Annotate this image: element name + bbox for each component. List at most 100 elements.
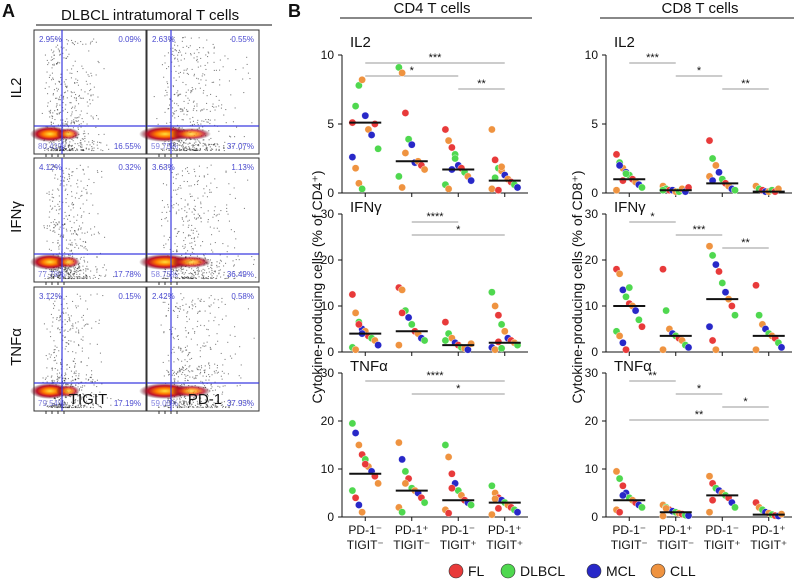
data-point-mcl xyxy=(404,313,413,322)
data-point-fl xyxy=(448,484,456,493)
data-point-dlbcl xyxy=(467,501,475,509)
data-point-fl xyxy=(351,493,360,502)
data-point-mcl xyxy=(615,161,624,170)
significance-label: * xyxy=(650,211,655,223)
flow-density-core xyxy=(56,128,80,140)
data-point-fl xyxy=(705,136,714,145)
data-point-fl xyxy=(361,460,370,469)
data-point-mcl xyxy=(513,183,522,192)
data-point-cll xyxy=(500,327,509,336)
data-point-cll xyxy=(401,479,410,488)
data-point-cll xyxy=(398,286,406,294)
data-point-cll xyxy=(705,242,714,250)
data-point-cll xyxy=(662,504,670,513)
legend-swatch-mcl xyxy=(586,563,602,579)
data-point-cll xyxy=(351,345,360,354)
significance-label: *** xyxy=(693,224,707,236)
quadrant-lr-value: 37.93% xyxy=(227,399,254,408)
x-axis-categories: PD-1⁻TIGIT⁻PD-1⁺TIGIT⁻PD-1⁻TIGIT⁺PD-1⁺TI… xyxy=(347,523,788,552)
x-category-line2: TIGIT⁻ xyxy=(611,538,648,552)
quadrant-lr-value: 16.55% xyxy=(114,142,141,151)
data-point-dlbcl xyxy=(622,292,630,301)
data-point-dlbcl xyxy=(420,336,429,345)
data-point-fl xyxy=(494,186,503,194)
quadrant-ul-value: 2.42% xyxy=(152,292,175,301)
y-tick-label: 0 xyxy=(591,345,598,359)
data-point-fl xyxy=(659,265,667,274)
significance-label: * xyxy=(456,224,461,236)
data-point-cll xyxy=(659,345,667,354)
y-tick-label: 0 xyxy=(327,510,334,524)
flow-plot-0-1: 2.63% 0.55% 59.75% 37.07% xyxy=(139,29,260,157)
flow-plot-grid: 2.95% 0.09% 80.41% 16.55% 2.63% 0.55% 59.75% 37… xyxy=(30,29,260,414)
flow-plot-2-0: 3.12% 0.15% 79.54% 17.19% xyxy=(30,286,147,414)
row-label-ifng: IFNγ xyxy=(8,201,25,233)
panel-b: B CD4 T cells CD8 T cells Cytokine-produ… xyxy=(288,0,794,552)
plot-title: IL2 xyxy=(614,34,635,51)
data-point-cll xyxy=(705,508,714,517)
data-point-fl xyxy=(708,336,717,345)
data-point-mcl xyxy=(467,176,475,185)
x-category-line2: TIGIT⁻ xyxy=(393,538,430,552)
data-point-cll xyxy=(612,467,621,476)
data-point-fl xyxy=(401,109,410,117)
y-axis-label-cd4: Cytokine-producing cells (% of CD4⁺) xyxy=(309,170,325,403)
legend-label-cll: CLL xyxy=(670,563,696,579)
legend-swatch-cll xyxy=(650,563,666,579)
data-point-cll xyxy=(491,345,499,354)
plot-title: IFNγ xyxy=(350,199,382,216)
y-tick-label: 5 xyxy=(591,117,598,131)
significance-label: ** xyxy=(695,409,704,421)
significance-label: *** xyxy=(646,52,660,64)
data-point-mcl xyxy=(513,508,522,517)
quadrant-ul-value: 3.63% xyxy=(152,163,175,172)
data-point-mcl xyxy=(631,306,640,315)
data-point-dlbcl xyxy=(374,144,382,153)
panel-b-letter: B xyxy=(288,1,301,21)
data-point-dlbcl xyxy=(351,102,360,110)
legend-label-dlbcl: DLBCL xyxy=(520,563,565,579)
data-point-cll xyxy=(351,309,360,317)
data-point-fl xyxy=(708,496,717,505)
data-point-cll xyxy=(444,136,453,145)
data-point-cll xyxy=(395,438,403,447)
data-point-cll xyxy=(705,472,714,481)
quadrant-ll-value: 59.75% xyxy=(151,142,178,151)
y-tick-label: 20 xyxy=(585,414,599,428)
data-point-cll xyxy=(659,512,667,520)
y-tick-label: 0 xyxy=(327,186,334,200)
data-point-cll xyxy=(488,185,496,193)
quadrant-lr-value: 17.19% xyxy=(114,399,141,408)
data-point-cll xyxy=(420,165,429,174)
data-point-dlbcl xyxy=(441,441,450,449)
data-point-fl xyxy=(752,281,760,290)
quadrant-lr-value: 17.78% xyxy=(114,270,141,279)
data-point-dlbcl xyxy=(708,251,717,260)
x-category-line1: PD-1⁺ xyxy=(752,523,786,537)
data-point-cll xyxy=(491,494,499,503)
data-point-fl xyxy=(622,345,630,354)
data-point-cll xyxy=(395,341,403,349)
data-point-dlbcl xyxy=(718,279,727,287)
data-point-cll xyxy=(398,69,406,77)
x-category-line1: PD-1⁺ xyxy=(659,523,693,537)
data-point-fl xyxy=(638,322,646,331)
significance-label: * xyxy=(410,65,415,77)
col-label-tigit: TIGIT xyxy=(69,391,107,408)
data-point-mcl xyxy=(361,111,370,120)
y-tick-label: 10 xyxy=(585,299,599,313)
data-point-mcl xyxy=(715,168,723,177)
y-tick-label: 0 xyxy=(327,345,334,359)
data-point-dlbcl xyxy=(401,467,410,476)
quadrant-ll-value: 59.05% xyxy=(151,399,178,408)
y-tick-label: 30 xyxy=(321,366,335,380)
flow-event-dots xyxy=(41,37,110,152)
data-point-fl xyxy=(441,125,450,134)
quadrant-ul-value: 4.12% xyxy=(39,163,62,172)
flow-density-core xyxy=(171,256,211,268)
